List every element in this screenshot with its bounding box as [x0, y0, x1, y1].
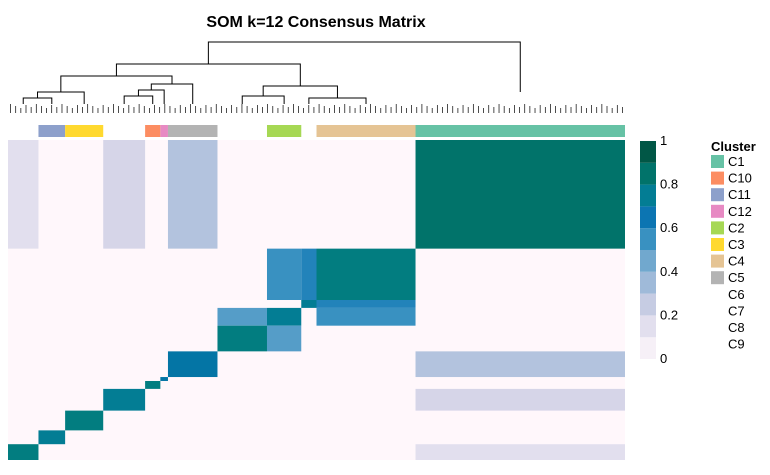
dendrogram-link	[150, 83, 194, 104]
chart-title: SOM k=12 Consensus Matrix	[206, 14, 425, 31]
colorbar-tick-label: 1	[660, 133, 667, 148]
annotation-cell-c1	[415, 125, 625, 137]
heatmap-block-c11-c11	[38, 430, 66, 445]
colorbar-segment	[640, 162, 656, 185]
colorbar-segment	[640, 337, 656, 359]
colorbar: 0 0.2 0.4 0.6 0.8 1	[640, 133, 678, 366]
heatmap-block-c5-c5	[167, 351, 218, 378]
heatmap-block-c1-c9	[8, 140, 39, 249]
legend-label-c2: C2	[728, 220, 745, 235]
annotation-cell-c11	[38, 125, 66, 137]
colorbar-segment	[640, 228, 656, 250]
colorbar-segment	[640, 271, 656, 294]
heatmap-block-c6-c6	[301, 300, 317, 308]
colorbar-tick-label: 0	[660, 351, 667, 366]
dendrogram-link	[115, 63, 301, 86]
heatmap-block-c1-c5	[167, 140, 218, 249]
heatmap-block-c9-c1	[415, 444, 625, 460]
cluster-annotation-bar	[38, 125, 625, 137]
colorbar-tick-label: 0.6	[660, 220, 678, 235]
annotation-cell-c10	[145, 125, 161, 137]
heatmap-block-c8-c1	[415, 388, 625, 411]
heatmap-block-c2-c4	[316, 307, 416, 326]
dendrogram-link	[241, 95, 285, 104]
colorbar-segment	[640, 250, 656, 272]
heatmap-block-c9-c9	[8, 444, 39, 460]
legend-swatch-c3	[711, 238, 724, 251]
dendrogram-link	[207, 41, 521, 92]
dendrogram-link	[123, 95, 154, 104]
legend-label-c11: C11	[728, 187, 751, 202]
heatmap-block-c2-c7	[217, 307, 267, 326]
colorbar-tick-label: 0.8	[660, 177, 678, 192]
legend-label-c5: C5	[728, 270, 745, 285]
legend-swatch-c5	[711, 271, 724, 285]
dendrogram-link	[137, 89, 165, 104]
legend-label-c7: C7	[728, 303, 745, 318]
legend-swatch-c12	[711, 204, 724, 218]
colorbar-segment	[640, 315, 656, 338]
legend-label-c10: C10	[728, 171, 752, 186]
legend-swatch-c11	[711, 188, 724, 202]
heatmap-block-c7-c7	[217, 325, 267, 352]
annotation-cell-c4	[316, 125, 416, 137]
annotation-cell-c12	[160, 125, 168, 137]
legend-swatch-c1	[711, 155, 724, 168]
legend-label-c4: C4	[728, 254, 745, 269]
legend-label-c3: C3	[728, 237, 745, 252]
colorbar-tick-label: 0.4	[660, 264, 678, 279]
heatmap-block-c2-c2	[266, 307, 302, 326]
heatmap-block-c4-c2	[266, 248, 302, 300]
legend-label-c9: C9	[728, 337, 745, 352]
colorbar-segment	[640, 293, 656, 316]
heatmap-body	[8, 140, 625, 460]
legend-label-c1: C1	[728, 154, 745, 169]
annotation-cell-c5	[167, 125, 218, 137]
heatmap-block-c12-c12	[160, 377, 168, 381]
legend-title: Cluster	[711, 139, 756, 154]
annotation-cell-c3	[65, 125, 104, 137]
legend-label-c12: C12	[728, 204, 752, 219]
heatmap-block-c4-c6	[301, 248, 317, 300]
heatmap-block-c6-c4	[316, 300, 416, 308]
legend-swatch-c4	[711, 254, 724, 268]
dendrogram	[10, 41, 623, 113]
heatmap-block-c1-c1	[415, 140, 625, 249]
legend-label-c6: C6	[728, 287, 745, 302]
colorbar-segment	[640, 184, 656, 207]
dendrogram-link	[22, 97, 53, 104]
heatmap-block-c5-c1	[415, 351, 625, 378]
colorbar-segment	[640, 206, 656, 229]
heatmap-block-c8-c8	[103, 388, 146, 411]
legend-label-c8: C8	[728, 320, 745, 335]
colorbar-segment	[640, 141, 656, 163]
colorbar-tick-label: 0.2	[660, 307, 678, 322]
annotation-cell-c2	[266, 125, 302, 137]
heatmap-block-c1-c8	[103, 140, 146, 249]
heatmap-block-c7-c2	[266, 325, 302, 352]
heatmap-block-c3-c3	[65, 410, 104, 431]
legend-swatch-c2	[711, 221, 724, 235]
heatmap-block-c4-c4	[316, 248, 416, 300]
legend-swatch-c10	[711, 171, 724, 185]
dendrogram-link	[308, 97, 367, 104]
heatmap-block-c10-c10	[145, 380, 161, 389]
